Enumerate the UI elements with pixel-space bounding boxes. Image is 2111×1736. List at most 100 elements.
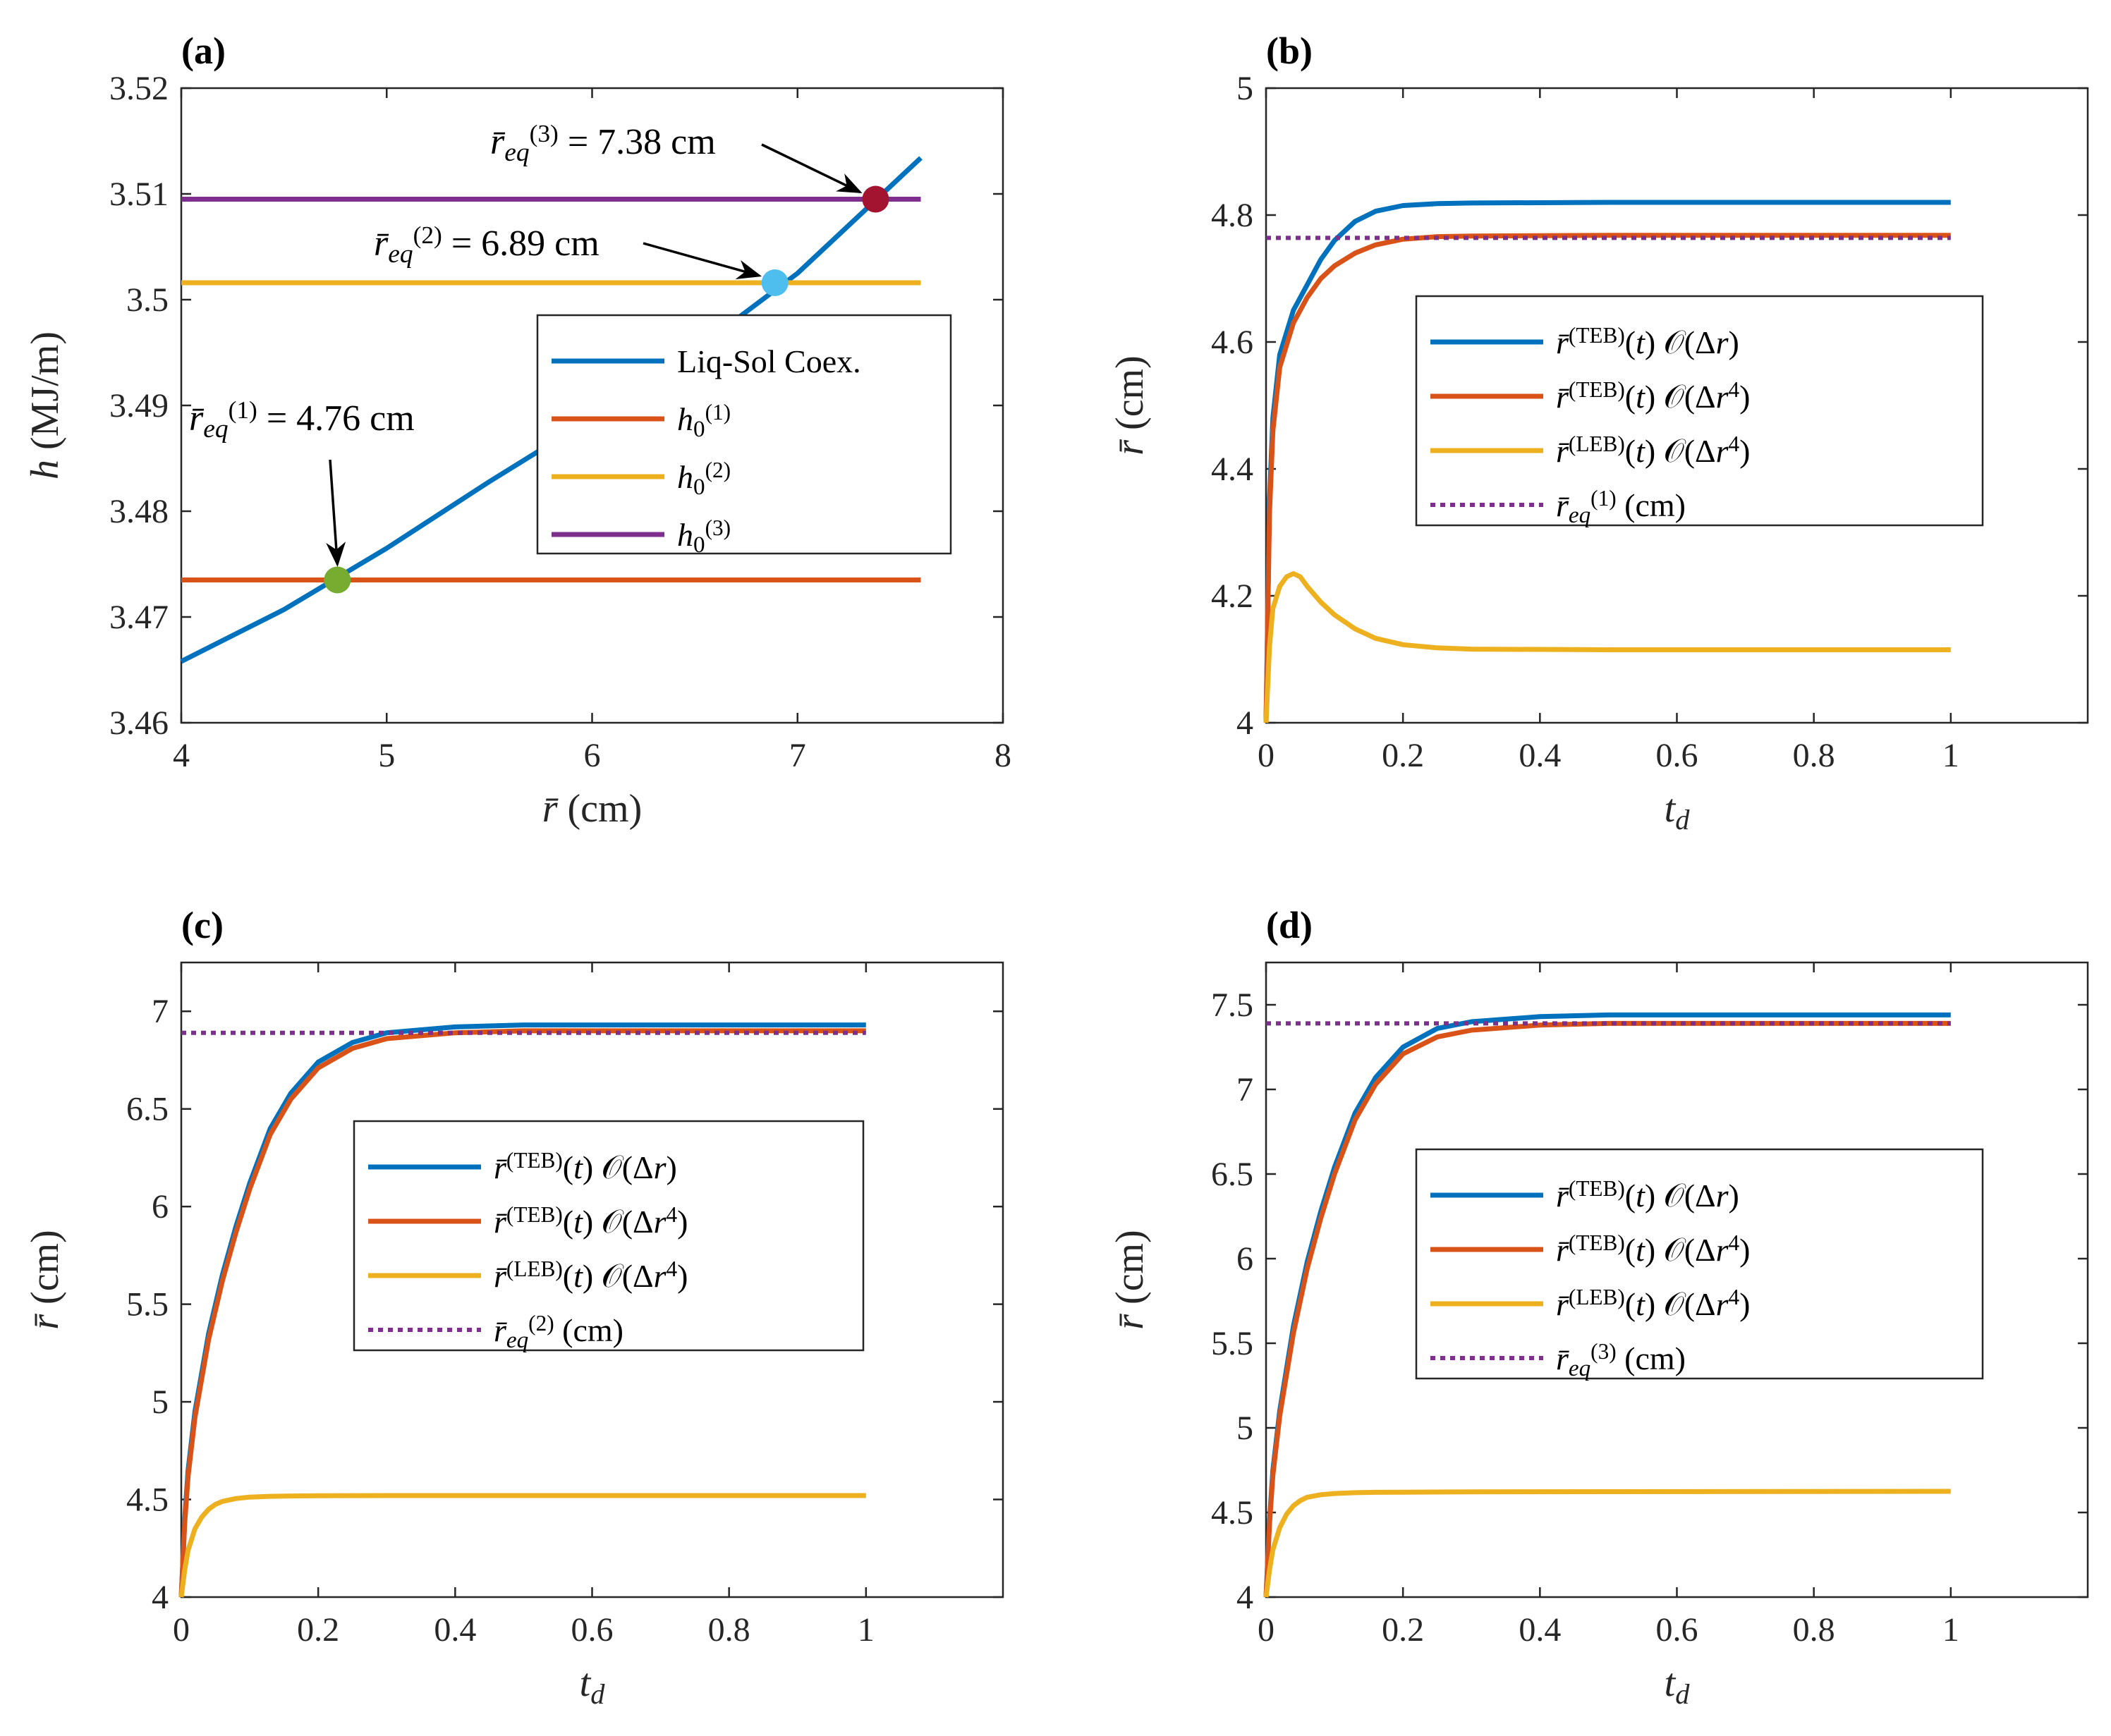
legend-label: r̄(LEB)(t) 𝒪(Δr4) — [1556, 1285, 1750, 1323]
y-tick-label: 4.5 — [1211, 1494, 1253, 1532]
y-tick-label: 4 — [1236, 1579, 1253, 1616]
y-axis-label: h (MJ/m) — [23, 331, 67, 479]
x-tick-label: 0.2 — [297, 1611, 339, 1649]
y-tick-label: 4.8 — [1211, 197, 1253, 234]
legend-label: h0(2) — [677, 458, 731, 501]
y-tick-label: 4.5 — [126, 1481, 169, 1519]
y-tick-label: 4.4 — [1211, 451, 1253, 488]
annotation-arrow — [643, 242, 762, 280]
panel-tag: (d) — [1266, 904, 1313, 946]
y-tick-label: 5.5 — [126, 1286, 169, 1324]
x-tick-label: 0.6 — [1656, 737, 1698, 774]
y-tick-label: 6.5 — [1211, 1156, 1253, 1193]
y-tick-label: 3.46 — [109, 704, 169, 742]
y-tick-label: 6 — [152, 1188, 169, 1225]
series-line-orange — [1263, 233, 1951, 723]
legend-label: r̄(TEB)(t) 𝒪(Δr) — [1556, 323, 1739, 361]
x-tick-label: 0.8 — [708, 1611, 750, 1649]
y-tick-label: 6 — [1236, 1240, 1253, 1278]
x-tick-label: 0.6 — [1656, 1611, 1698, 1649]
x-tick-label: 1 — [858, 1611, 875, 1649]
panel-tag: (a) — [181, 30, 226, 72]
series-line-orange — [1263, 1020, 1951, 1598]
legend-label: h0(3) — [677, 515, 731, 558]
y-tick-label: 3.48 — [109, 493, 169, 530]
y-tick-label: 5 — [152, 1383, 169, 1421]
y-tick-label: 5 — [1236, 70, 1253, 107]
y-tick-label: 4.2 — [1211, 577, 1253, 615]
panel-a: 4 5 6 7 8 3.46 3.47 3.48 3.49 3.5 3.51 3.52 r̄ (cm) h… — [23, 30, 1011, 831]
x-tick-label: 0.8 — [1793, 737, 1835, 774]
series-line-yellow — [178, 1493, 866, 1598]
x-axis-label: td — [1665, 1661, 1691, 1710]
x-axis-label: td — [1665, 787, 1691, 836]
x-axis-label: td — [580, 1661, 606, 1710]
x-tick-label: 0.2 — [1382, 737, 1424, 774]
panel-b: 0 0.2 0.4 0.6 0.8 1 4 4.2 4.4 4.6 4.8 5 td r̄ (cm) (b)… — [1108, 30, 2089, 836]
x-tick-label: 0 — [173, 1611, 190, 1649]
x-tick-label: 8 — [994, 737, 1011, 774]
y-axis-label: r̄ (cm) — [1108, 355, 1152, 456]
legend-label: r̄eq(1) (cm) — [1556, 486, 1686, 529]
x-tick-label: 1 — [1942, 1611, 1959, 1649]
series-line-yellow — [1263, 571, 1951, 723]
legend-label: r̄(TEB)(t) 𝒪(Δr) — [494, 1148, 677, 1186]
series-line-orange — [178, 1028, 866, 1598]
series-line-yellow — [1263, 1489, 1951, 1598]
y-axis-label: r̄ (cm) — [23, 1230, 67, 1330]
panel-tag: (b) — [1266, 30, 1313, 72]
x-tick-label: 0.8 — [1793, 1611, 1835, 1649]
panel-c: 0 0.2 0.4 0.6 0.8 1 4 4.5 5 5.5 6 6.5 7 td r̄ (cm) (c) r… — [23, 904, 1004, 1710]
x-tick-label: 1 — [1942, 737, 1959, 774]
annotation-label: r̄eq(3) = 7.38 cm — [490, 119, 716, 168]
legend-label: h0(1) — [677, 400, 731, 443]
y-axis-label: r̄ (cm) — [1108, 1230, 1152, 1330]
x-tick-label: 0.4 — [434, 1611, 476, 1649]
y-tick-label: 7.5 — [1211, 986, 1253, 1024]
y-tick-label: 5.5 — [1211, 1325, 1253, 1362]
y-tick-label: 3.52 — [109, 70, 169, 107]
x-tick-label: 6 — [584, 737, 601, 774]
x-tick-label: 0.4 — [1519, 737, 1561, 774]
legend-box — [353, 1120, 865, 1352]
legend-label: r̄(TEB)(t) 𝒪(Δr4) — [1556, 377, 1750, 415]
y-tick-label: 4.6 — [1211, 324, 1253, 361]
legend-label: r̄(TEB)(t) 𝒪(Δr) — [1556, 1176, 1739, 1214]
legend-label: r̄eq(3) (cm) — [1556, 1339, 1686, 1382]
x-tick-label: 0.6 — [571, 1611, 614, 1649]
y-tick-label: 4 — [1236, 704, 1253, 742]
legend-label: r̄(LEB)(t) 𝒪(Δr4) — [494, 1257, 688, 1295]
y-tick-label: 3.47 — [109, 599, 169, 636]
legend-box — [1415, 295, 1984, 527]
equilibrium-marker — [761, 269, 789, 296]
y-tick-label: 3.51 — [109, 176, 169, 213]
annotation-label: r̄eq(2) = 6.89 cm — [374, 221, 600, 269]
x-tick-label: 5 — [378, 737, 395, 774]
y-tick-label: 3.49 — [109, 387, 169, 424]
panel-tag: (c) — [181, 904, 224, 946]
legend-label: r̄(TEB)(t) 𝒪(Δr4) — [494, 1202, 688, 1240]
x-tick-label: 0.2 — [1382, 1611, 1424, 1649]
y-tick-label: 7 — [1236, 1071, 1253, 1108]
legend-label: r̄(TEB)(t) 𝒪(Δr4) — [1556, 1230, 1750, 1269]
y-tick-label: 6.5 — [126, 1091, 169, 1128]
x-tick-label: 0 — [1258, 1611, 1274, 1649]
panel-d: 0 0.2 0.4 0.6 0.8 1 4 4.5 5 5.5 6 6.5 7 7.5 td r̄ (cm) (… — [1108, 904, 2089, 1710]
legend-label: r̄eq(2) (cm) — [494, 1311, 623, 1354]
x-tick-label: 7 — [789, 737, 806, 774]
equilibrium-marker — [862, 185, 889, 213]
legend-box — [1415, 1148, 1984, 1380]
equilibrium-marker — [324, 566, 351, 594]
y-tick-label: 5 — [1236, 1410, 1253, 1447]
legend-box — [536, 314, 952, 555]
annotation-arrow — [326, 459, 346, 567]
x-axis-label: r̄ (cm) — [542, 787, 643, 831]
y-tick-label: 7 — [152, 993, 169, 1030]
annotation-label: r̄eq(1) = 4.76 cm — [189, 396, 415, 444]
legend-label: Liq-Sol Coex. — [677, 343, 861, 379]
x-tick-label: 0.4 — [1519, 1611, 1561, 1649]
x-tick-label: 0 — [1258, 737, 1274, 774]
legend-label: r̄(LEB)(t) 𝒪(Δr4) — [1556, 432, 1750, 470]
y-tick-label: 3.5 — [126, 281, 169, 319]
